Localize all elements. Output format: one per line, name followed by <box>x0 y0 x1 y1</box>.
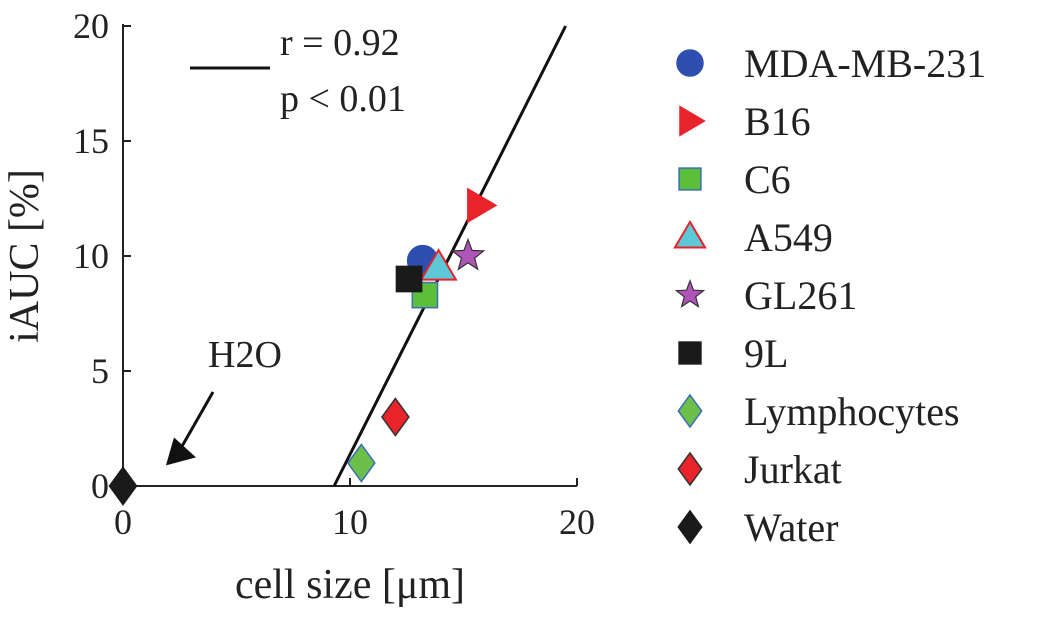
legend-label-b16: B16 <box>744 99 811 144</box>
legend-label-gl261: GL261 <box>744 273 857 318</box>
legend-item-b16: B16 <box>679 99 811 144</box>
legend-item-a549: A549 <box>673 215 833 260</box>
p-value-label: p < 0.01 <box>280 78 406 120</box>
legend-marker-mda-mb-231 <box>676 49 704 77</box>
legend-marker-lymphocytes <box>677 393 703 429</box>
point-a549 <box>419 248 458 281</box>
annotation-group: H2O <box>165 334 282 466</box>
y-tick-label: 0 <box>91 466 109 506</box>
point-lymphocytes <box>346 443 376 483</box>
legend-marker-gl261 <box>674 278 706 308</box>
legend-label-mda-mb-231: MDA-MB-231 <box>744 41 986 86</box>
legend-item-jurkat: Jurkat <box>677 447 842 492</box>
legend-label-lymphocytes: Lymphocytes <box>744 389 960 434</box>
fit-line-group: r = 0.92 p < 0.01 <box>190 22 567 487</box>
legend-label-9l: 9L <box>744 331 788 376</box>
point-b16 <box>467 187 498 224</box>
legend-item-mda-mb-231: MDA-MB-231 <box>676 41 986 86</box>
x-tick-label: 0 <box>114 502 132 542</box>
data-points <box>108 187 498 506</box>
legend-item-water: Water <box>677 505 839 550</box>
legend-label-a549: A549 <box>744 215 833 260</box>
axes: 0 10 20 0 5 10 15 20 cell size [μm] iAUC [%] <box>2 6 595 608</box>
y-tick-label: 20 <box>73 6 109 46</box>
y-tick-label: 5 <box>91 351 109 391</box>
x-tick-label: 20 <box>559 502 595 542</box>
h2o-arrow-head <box>165 437 196 466</box>
y-tick-label: 10 <box>73 236 109 276</box>
legend-label-jurkat: Jurkat <box>744 447 842 492</box>
x-axis-label: cell size [μm] <box>235 562 465 608</box>
legend-item-lymphocytes: Lymphocytes <box>677 389 960 434</box>
h2o-arrow-shaft <box>176 391 215 455</box>
legend-marker-jurkat <box>677 451 703 487</box>
point-9l <box>395 265 423 293</box>
point-water <box>108 466 138 506</box>
legend-item-c6: C6 <box>678 157 791 202</box>
legend-label-c6: C6 <box>744 157 791 202</box>
h2o-annotation-label: H2O <box>208 334 282 376</box>
legend-marker-b16 <box>679 105 706 137</box>
correlation-label: r = 0.92 <box>280 22 400 64</box>
regression-line <box>332 25 567 487</box>
legend-item-gl261: GL261 <box>674 273 857 318</box>
legend: MDA-MB-231 B16 C6 A549 GL261 9L Lymphocytes Jur… <box>673 41 986 550</box>
legend-marker-c6 <box>678 167 702 191</box>
y-tick-label: 15 <box>73 121 109 161</box>
point-gl261 <box>450 237 486 271</box>
legend-item-9l: 9L <box>678 331 788 376</box>
legend-marker-9l <box>678 341 702 365</box>
y-axis-label: iAUC [%] <box>2 169 48 343</box>
point-jurkat <box>380 397 410 437</box>
legend-marker-a549 <box>673 219 707 249</box>
legend-label-water: Water <box>744 505 839 550</box>
x-tick-label: 10 <box>332 502 368 542</box>
legend-marker-water <box>677 509 703 545</box>
